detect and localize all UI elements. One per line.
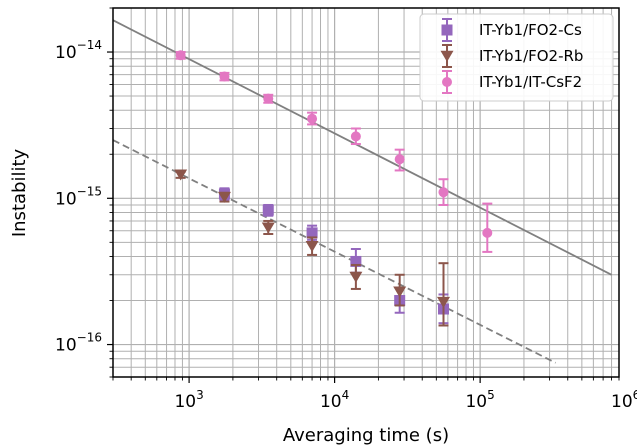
data-point	[482, 227, 493, 238]
x-tick-label: 104	[320, 388, 349, 412]
x-tick-label: 103	[174, 388, 203, 412]
data-point	[350, 131, 361, 142]
data-point	[438, 187, 449, 198]
data-point	[262, 204, 274, 216]
data-point	[306, 227, 318, 239]
fit-line-dashed	[113, 139, 556, 364]
legend-marker	[440, 50, 454, 62]
data-point	[174, 169, 188, 181]
data-point	[217, 191, 231, 203]
data-point	[393, 286, 407, 298]
data-point	[349, 271, 363, 283]
legend-box	[419, 13, 614, 102]
legend-label: IT-Yb1/FO2-Cs	[479, 21, 582, 39]
legend: IT-Yb1/FO2-Cs IT-Yb1/FO2-Rb IT-Yb1/IT-CsF2	[419, 13, 614, 102]
data-point	[436, 296, 450, 308]
data-series	[174, 50, 493, 327]
data-point	[263, 93, 274, 104]
fit-line-solid	[113, 19, 612, 276]
x-axis-label: Averaging time (s)	[283, 425, 449, 446]
data-point	[350, 255, 362, 267]
grid	[112, 7, 620, 378]
y-tick-label: 10−15	[55, 184, 102, 209]
ticks: 103 104 105 106 10−16 10−15 10−14	[55, 7, 637, 412]
x-tick-label: 105	[465, 388, 494, 412]
data-point	[307, 113, 318, 124]
plot-frame	[112, 7, 620, 378]
legend-marker	[441, 24, 453, 36]
legend-marker	[442, 77, 452, 87]
y-axis-label: Instability	[9, 148, 30, 237]
legend-label: IT-Yb1/IT-CsF2	[479, 73, 582, 91]
x-tick-label: 106	[611, 388, 637, 412]
data-point	[261, 222, 275, 234]
legend-label: IT-Yb1/FO2-Rb	[479, 47, 583, 65]
data-point	[394, 154, 405, 165]
data-point	[219, 71, 230, 82]
y-tick-label: 10−16	[55, 331, 102, 356]
data-point	[175, 50, 186, 61]
y-tick-label: 10−14	[55, 38, 102, 63]
fit-lines	[113, 19, 612, 364]
data-point	[305, 241, 319, 253]
